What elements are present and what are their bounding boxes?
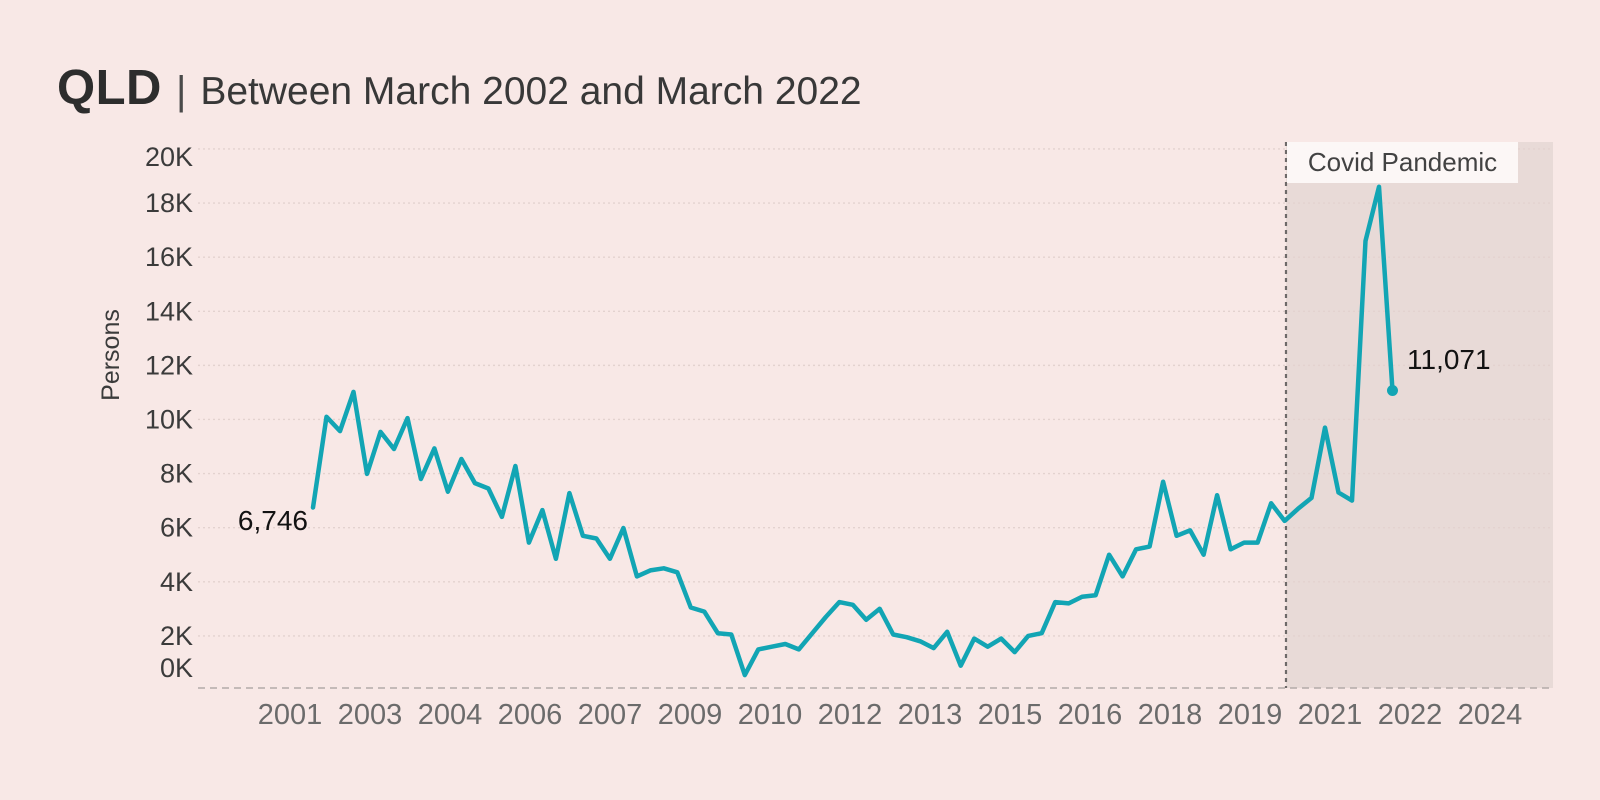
x-tick-label: 2003 (338, 699, 403, 731)
data-line (310, 184, 1395, 678)
y-tick-label: 0K (160, 653, 193, 683)
end-value-annotation: 11,071 (1407, 344, 1491, 375)
end-point-marker (1387, 385, 1398, 397)
y-tick-label: 18K (145, 188, 193, 218)
x-tick-label: 2019 (1218, 699, 1283, 731)
start-value-annotation: 6,746 (237, 505, 308, 536)
y-tick-label: 10K (145, 404, 193, 434)
y-tick-label: 14K (145, 296, 193, 326)
y-tick-label: 12K (145, 350, 193, 380)
y-tick-label: 16K (145, 242, 193, 272)
x-tick-label: 2001 (258, 699, 323, 731)
title-separator: | (175, 69, 187, 113)
page-title: QLD | Between March 2002 and March 2022 (57, 60, 862, 116)
x-tick-label: 2022 (1378, 699, 1443, 731)
covid-region-label: Covid Pandemic (1287, 142, 1518, 183)
x-tick-label: 2010 (738, 699, 803, 731)
x-tick-label: 2012 (818, 699, 883, 731)
x-tick-label: 2018 (1138, 699, 1203, 731)
y-tick-label: 6K (160, 513, 193, 543)
covid-region (1286, 142, 1553, 688)
y-tick-label: 2K (160, 621, 193, 651)
x-tick-label: 2009 (658, 699, 723, 731)
title-region: QLD (57, 61, 162, 115)
x-tick-label: 2024 (1458, 699, 1523, 731)
x-tick-label: 2016 (1058, 699, 1123, 731)
y-tick-label: 4K (160, 567, 193, 597)
y-tick-label: 20K (145, 142, 193, 172)
x-tick-label: 2006 (498, 699, 563, 731)
x-tick-label: 2015 (978, 699, 1043, 731)
x-tick-label: 2013 (898, 699, 963, 731)
x-tick-label: 2007 (578, 699, 643, 731)
x-tick-label: 2021 (1298, 699, 1363, 731)
title-subtitle: Between March 2002 and March 2022 (200, 70, 862, 113)
y-axis-title: Persons (97, 309, 125, 401)
x-tick-label: 2004 (418, 699, 483, 731)
y-tick-label: 8K (160, 459, 193, 489)
